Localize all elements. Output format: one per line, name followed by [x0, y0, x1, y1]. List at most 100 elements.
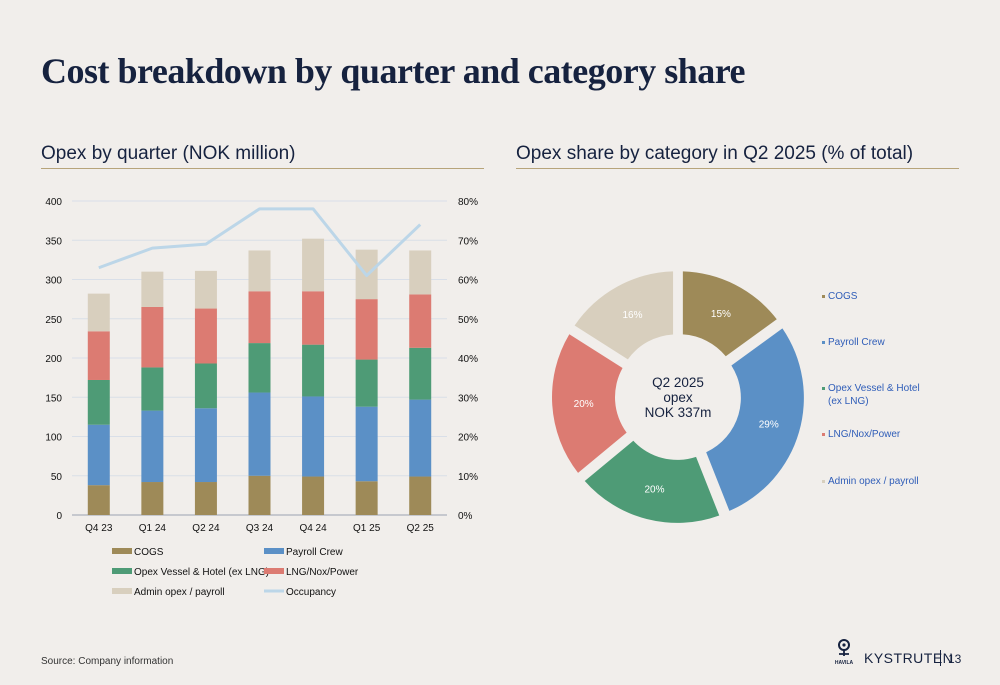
y2-tick-label: 70%	[458, 236, 478, 247]
donut-slice-cogs	[682, 271, 777, 357]
donut-legend-label-payroll: Payroll Crew	[828, 337, 885, 348]
donut-slice-label: 29%	[759, 419, 779, 430]
y-tick-label: 250	[45, 315, 62, 326]
legend-swatch-lng	[264, 568, 284, 574]
page-number-separator	[940, 650, 941, 666]
y2-tick-label: 60%	[458, 276, 478, 287]
y2-tick-label: 30%	[458, 393, 478, 404]
donut-legend-label-opex_vessel: Opex Vessel & Hotel	[828, 383, 920, 394]
donut-slice-payroll	[706, 328, 804, 511]
bar-admin	[141, 271, 164, 307]
donut-legend-label-cogs: COGS	[828, 291, 858, 302]
bar-lng	[302, 291, 325, 345]
donut-legend-swatch-opex_vessel	[822, 387, 825, 390]
source-note: Source: Company information	[41, 656, 174, 667]
legend-label-lng: LNG/Nox/Power	[286, 567, 359, 578]
legend-label-opex_vessel: Opex Vessel & Hotel (ex LNG)	[134, 567, 269, 578]
legend-swatch-cogs	[112, 548, 132, 554]
y2-tick-label: 10%	[458, 472, 478, 483]
donut-slice-admin	[574, 271, 674, 360]
donut-chart-title-rule	[516, 168, 959, 169]
y2-tick-label: 50%	[458, 315, 478, 326]
donut-legend-swatch-payroll	[822, 341, 825, 344]
x-tick-label: Q1 24	[139, 523, 167, 534]
y-tick-label: 200	[45, 354, 62, 365]
bar-cogs	[248, 475, 271, 515]
bar-cogs	[87, 485, 110, 515]
bar-lng	[409, 294, 432, 348]
bar-payroll	[194, 408, 217, 483]
y-tick-label: 100	[45, 433, 62, 444]
legend-label-payroll: Payroll Crew	[286, 547, 343, 558]
donut-center-label: NOK 337m	[645, 405, 712, 420]
donut-slice-label: 20%	[574, 399, 594, 410]
y-tick-label: 350	[45, 236, 62, 247]
bar-lng	[87, 331, 110, 380]
bar-cogs	[141, 482, 164, 515]
bar-payroll	[302, 396, 325, 477]
donut-legend-label-lng: LNG/Nox/Power	[828, 429, 901, 440]
bar-admin	[409, 250, 432, 295]
legend-label-occupancy: Occupancy	[286, 587, 336, 598]
page-title: Cost breakdown by quarter and category s…	[41, 51, 746, 91]
bar-cogs	[409, 476, 432, 515]
legend-swatch-opex_vessel	[112, 568, 132, 574]
x-tick-label: Q4 23	[85, 523, 113, 534]
bar-opex_vessel	[87, 379, 110, 425]
bar-lng	[141, 306, 164, 368]
bar-cogs	[194, 482, 217, 515]
y-tick-label: 150	[45, 393, 62, 404]
bar-payroll	[409, 399, 432, 477]
bar-cogs	[355, 481, 378, 515]
y2-tick-label: 0%	[458, 511, 473, 522]
legend-label-admin: Admin opex / payroll	[134, 587, 225, 598]
x-tick-label: Q2 24	[192, 523, 220, 534]
x-tick-label: Q3 24	[246, 523, 274, 534]
donut-slice-lng	[552, 334, 627, 473]
y-tick-label: 400	[45, 197, 62, 208]
havila-logo-icon: HAVILA	[835, 639, 854, 666]
donut-chart-title: Opex share by category in Q2 2025 (% of …	[516, 143, 914, 164]
donut-center-label: Q2 2025	[652, 375, 704, 390]
legend-swatch-payroll	[264, 548, 284, 554]
legend-label-cogs: COGS	[134, 547, 164, 558]
bar-chart: 0 50 100 150 200 250 300 350 400 0% 10% 20% 30% 40% 50…	[45, 197, 478, 598]
legend-swatch-admin	[112, 588, 132, 594]
bar-cogs	[302, 476, 325, 515]
bar-chart-title: Opex by quarter (NOK million)	[41, 143, 296, 164]
bar-admin	[248, 250, 271, 292]
bar-payroll	[355, 406, 378, 482]
bar-payroll	[87, 424, 110, 486]
bar-payroll	[248, 392, 271, 476]
brand-name: KYSTRUTEN	[864, 650, 954, 666]
y-tick-label: 50	[51, 472, 63, 483]
bar-opex_vessel	[141, 367, 164, 411]
donut-center-label: opex	[663, 390, 693, 405]
donut-legend-swatch-admin	[822, 480, 825, 483]
bar-opex_vessel	[409, 347, 432, 400]
bar-opex_vessel	[194, 363, 217, 409]
donut-slice-opex_vessel	[584, 440, 720, 523]
bar-opex_vessel	[355, 359, 378, 407]
bar-lng	[248, 291, 271, 344]
y-tick-label: 0	[56, 511, 62, 522]
donut-legend-label-admin: Admin opex / payroll	[828, 476, 919, 487]
y-tick-label: 300	[45, 276, 62, 287]
y2-tick-label: 20%	[458, 433, 478, 444]
page-number: 13	[948, 652, 962, 666]
x-tick-label: Q2 25	[407, 523, 435, 534]
donut-slice-label: 15%	[711, 309, 731, 320]
bar-payroll	[141, 410, 164, 483]
bar-admin	[194, 270, 217, 309]
bar-chart-title-rule	[41, 168, 484, 169]
donut-legend-swatch-lng	[822, 433, 825, 436]
y2-tick-label: 40%	[458, 354, 478, 365]
bar-lng	[194, 308, 217, 364]
donut-legend-label-opex_vessel: (ex LNG)	[828, 396, 869, 407]
donut-slice-label: 20%	[644, 485, 664, 496]
bar-admin	[302, 238, 325, 292]
donut-legend-swatch-cogs	[822, 295, 825, 298]
logo-wordmark: HAVILA	[835, 660, 854, 666]
bar-opex_vessel	[302, 344, 325, 397]
